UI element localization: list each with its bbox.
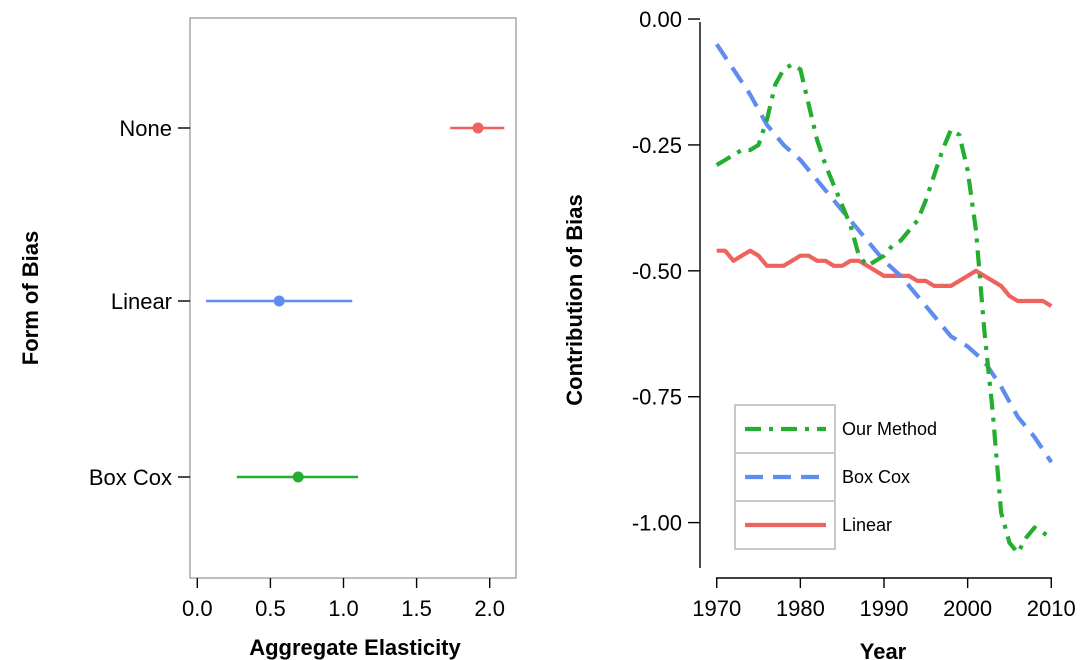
elasticity-marks <box>206 122 505 483</box>
legend-label-our-method: Our Method <box>842 419 937 439</box>
point-estimate-box-cox <box>292 471 304 483</box>
y-tick-label-none: None <box>119 116 172 141</box>
x-tick-label: 2000 <box>943 596 992 621</box>
elasticity-x-ticks: 0.0 0.5 1.0 1.5 2.0 <box>182 578 505 621</box>
legend: Our Method Box Cox Linear <box>734 404 937 550</box>
x-tick-label: 2010 <box>1027 596 1076 621</box>
elasticity-panel: None Linear Box Cox 0.0 0.5 1.0 1.5 2.0 Aggreg… <box>18 17 517 660</box>
y-tick-label: -0.50 <box>632 259 682 284</box>
x-tick-label: 2.0 <box>474 596 505 621</box>
contribution-x-axis-title: Year <box>860 639 907 660</box>
y-tick-label: -0.25 <box>632 133 682 158</box>
y-tick-label: -1.00 <box>632 511 682 536</box>
y-tick-label-box-cox: Box Cox <box>89 465 172 490</box>
contribution-x-ticks: 1970 1980 1990 2000 2010 <box>692 578 1076 621</box>
elasticity-y-axis-title: Form of Bias <box>18 231 43 365</box>
series-line-linear <box>716 248 1053 308</box>
series-line-our-method <box>715 62 1053 555</box>
elasticity-x-axis-title: Aggregate Elasticity <box>249 635 461 660</box>
elasticity-y-ticks: None Linear Box Cox <box>89 116 190 490</box>
contribution-y-axis-title: Contribution of Bias <box>562 194 587 405</box>
point-estimate-linear <box>273 295 285 307</box>
y-tick-label-linear: Linear <box>111 289 172 314</box>
x-tick-label: 1.0 <box>328 596 359 621</box>
y-tick-label: 0.00 <box>639 7 682 32</box>
legend-keys <box>745 426 826 528</box>
contribution-panel: 0.00 -0.25 -0.50 -0.75 -1.00 1970 1980 1990 200… <box>562 7 1076 660</box>
y-tick-label: -0.75 <box>632 385 682 410</box>
series-line-box-cox <box>714 43 1054 464</box>
x-tick-label: 0.5 <box>255 596 286 621</box>
contribution-y-ticks: 0.00 -0.25 -0.50 -0.75 -1.00 <box>632 7 700 536</box>
legend-label-box-cox: Box Cox <box>842 467 910 487</box>
x-tick-label: 0.0 <box>182 596 213 621</box>
point-estimate-none <box>472 122 484 134</box>
contribution-series <box>714 43 1054 555</box>
legend-label-linear: Linear <box>842 515 892 535</box>
x-tick-label: 1990 <box>860 596 909 621</box>
x-tick-label: 1980 <box>776 596 825 621</box>
elasticity-plot-frame <box>189 17 517 579</box>
x-tick-label: 1970 <box>692 596 741 621</box>
x-tick-label: 1.5 <box>401 596 432 621</box>
